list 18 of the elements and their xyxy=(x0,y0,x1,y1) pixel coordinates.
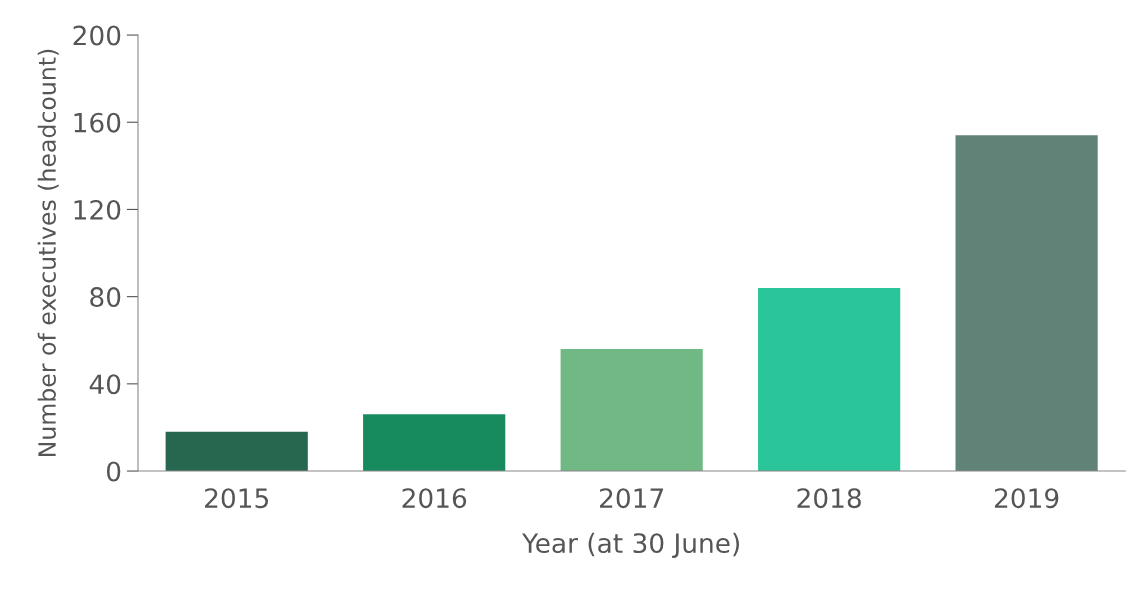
bar xyxy=(165,431,308,472)
x-tick-label: 2016 xyxy=(402,488,467,509)
y-tick-label: 120 xyxy=(74,199,121,220)
x-axis-title: Year (at 30 June) xyxy=(522,532,739,559)
bar xyxy=(758,287,901,472)
x-tick-label: 2019 xyxy=(994,488,1059,509)
y-tick-label: 40 xyxy=(89,374,121,395)
bar xyxy=(363,414,506,472)
y-tick-label: 160 xyxy=(74,112,121,133)
bar xyxy=(955,135,1098,472)
x-tick-label: 2018 xyxy=(797,488,861,509)
x-tick-label: 2017 xyxy=(600,488,663,509)
y-tick-label: 200 xyxy=(73,25,121,46)
y-tick-label: 80 xyxy=(90,287,121,308)
y-axis-title: Number of executives (headcount) xyxy=(37,49,59,456)
bar xyxy=(560,348,703,472)
y-tick-label: 0 xyxy=(106,461,121,482)
x-tick-label: 2015 xyxy=(205,488,268,509)
